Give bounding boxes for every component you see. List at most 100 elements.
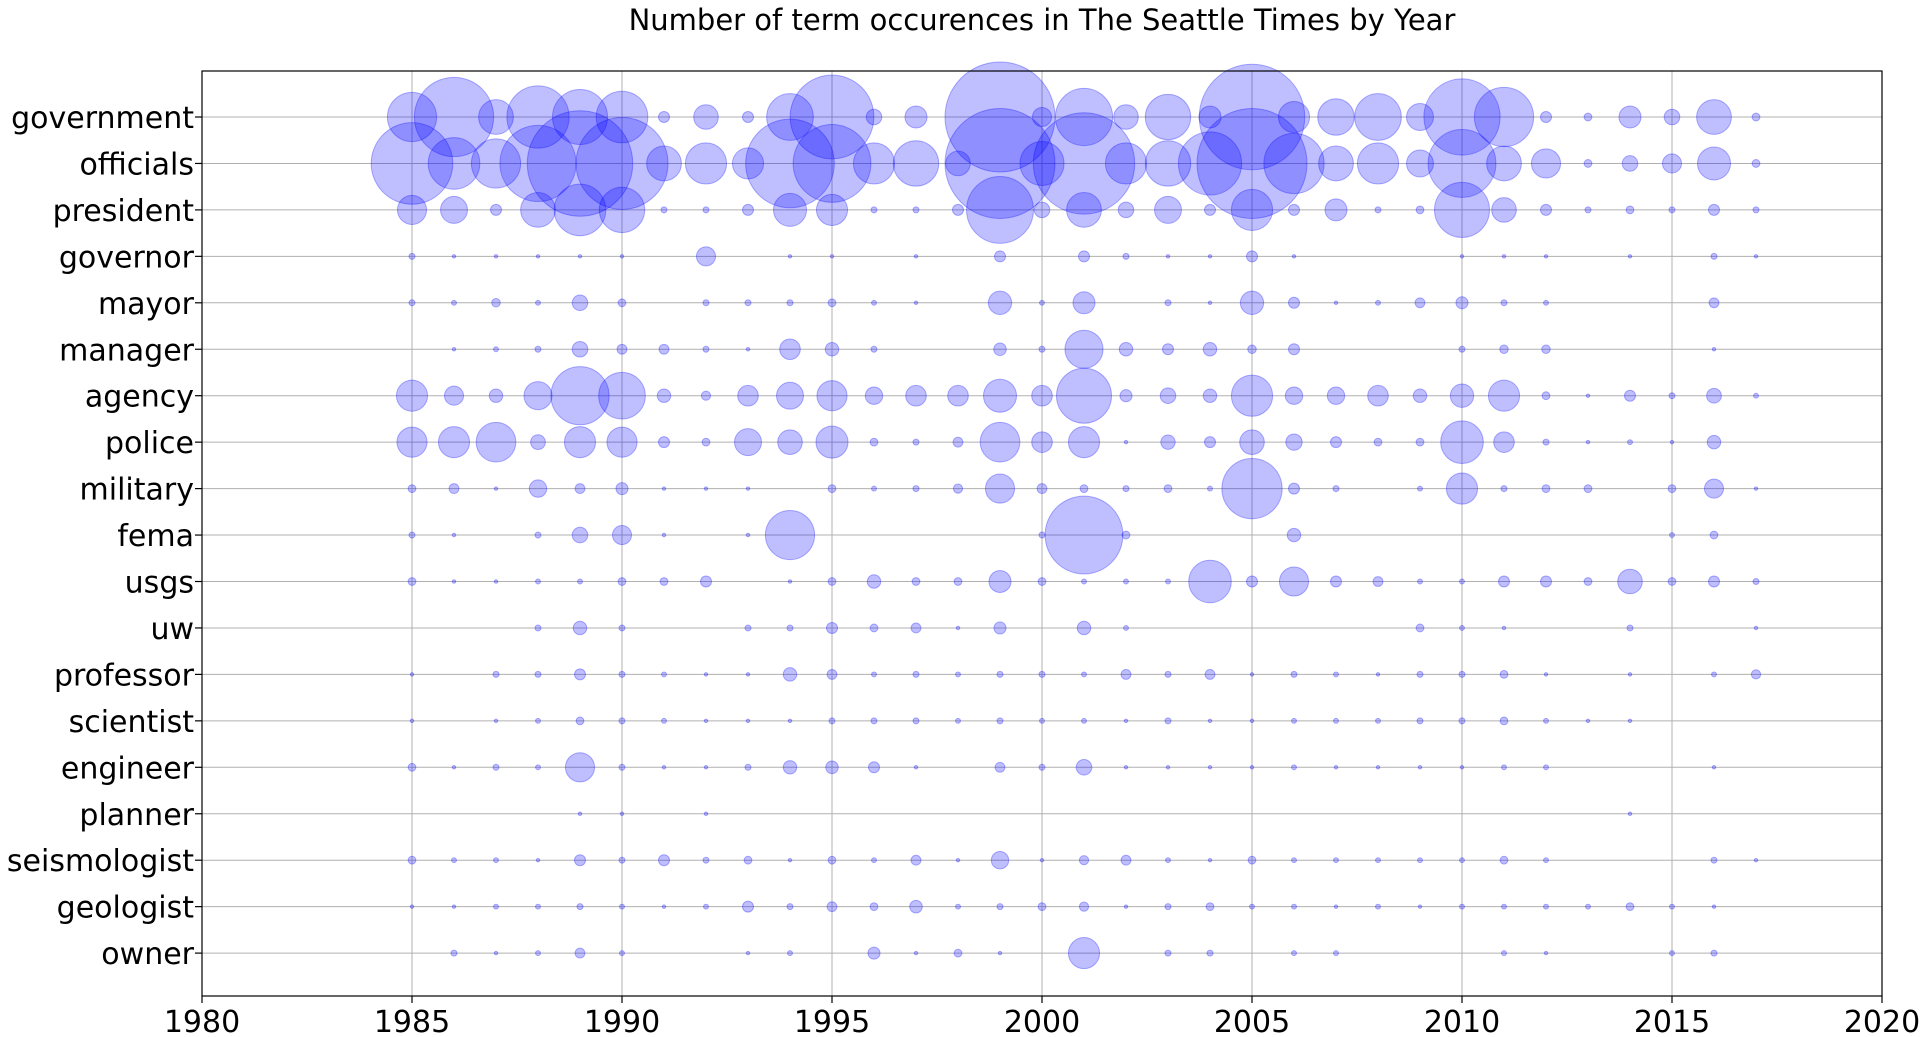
bubble-president-1988 xyxy=(520,192,556,228)
bubble-agency-2010 xyxy=(1449,383,1475,408)
bubble-geologist-2007 xyxy=(1333,904,1339,909)
x-tick-label: 2015 xyxy=(1634,1005,1710,1037)
bubble-military-1989 xyxy=(574,483,586,495)
bubble-mayor-2009 xyxy=(1414,297,1426,309)
bubble-engineer-1992 xyxy=(703,765,709,770)
bubble-police-2016 xyxy=(1706,434,1722,450)
bubble-agency-1999 xyxy=(983,378,1017,413)
bubble-scientist-1998 xyxy=(955,717,961,724)
bubble-manager-2001 xyxy=(1064,329,1104,369)
bubble-president-1995 xyxy=(815,193,849,226)
bubble-fema-2000 xyxy=(1038,531,1046,539)
bubble-engineer-2011 xyxy=(1501,764,1507,771)
bubble-professor-2010 xyxy=(1458,670,1466,678)
bubble-manager-1989 xyxy=(571,340,589,358)
bubble-engineer-1997 xyxy=(913,765,919,770)
bubble-geologist-2015 xyxy=(1669,903,1675,910)
bubble-governor-1990 xyxy=(619,254,625,259)
bubble-professor-2014 xyxy=(1627,672,1633,677)
grid-lines xyxy=(201,71,1883,996)
bubble-engineer-1986 xyxy=(451,765,457,770)
bubble-agency-2001 xyxy=(1056,367,1112,424)
bubble-seismologist-2002 xyxy=(1120,854,1132,866)
bubble-government-2015 xyxy=(1663,108,1681,126)
bubble-seismologist-1994 xyxy=(787,857,793,863)
bubble-agency-2015 xyxy=(1668,392,1676,400)
bubble-agency-2004 xyxy=(1202,388,1218,403)
bubble-military-2011 xyxy=(1500,485,1508,493)
bubble-geologist-1999 xyxy=(996,903,1004,911)
bubble-engineer-1990 xyxy=(618,763,626,771)
bubble-agency-2006 xyxy=(1284,386,1304,405)
bubble-geologist-2010 xyxy=(1459,903,1465,910)
bubble-president-2015 xyxy=(1668,206,1676,214)
bubble-professor-1994 xyxy=(782,667,798,682)
bubble-agency-2016 xyxy=(1706,387,1722,404)
bubble-geologist-1998 xyxy=(955,903,961,910)
bubble-planner-1990 xyxy=(619,811,625,816)
bubble-seismologist-2012 xyxy=(1543,857,1549,864)
bubble-uw-2001 xyxy=(1076,620,1092,636)
bubble-governor-1997 xyxy=(913,254,919,259)
bubble-engineer-2001 xyxy=(1075,759,1093,776)
bubble-mayor-2012 xyxy=(1543,299,1549,306)
bubble-officials-1999 xyxy=(944,107,1056,219)
bubble-uw-1998 xyxy=(955,625,961,631)
bubble-officials-2006 xyxy=(1263,132,1325,195)
bubble-professor-1988 xyxy=(534,670,542,678)
bubble-military-1999 xyxy=(984,473,1016,504)
bubble-geologist-2011 xyxy=(1501,903,1507,910)
axis-ticks xyxy=(195,116,1883,1003)
bubble-mayor-2006 xyxy=(1288,296,1300,309)
y-tick-label: police xyxy=(105,426,194,461)
bubble-military-1992 xyxy=(703,486,709,491)
bubble-scientist-1994 xyxy=(787,718,793,724)
bubble-scientist-1988 xyxy=(535,717,541,724)
bubble-president-2010 xyxy=(1434,181,1490,238)
bubble-manager-2011 xyxy=(1499,344,1509,355)
bubble-usgs-1995 xyxy=(827,577,837,586)
bubble-usgs-2004 xyxy=(1188,559,1232,604)
bubble-mayor-2008 xyxy=(1375,299,1381,306)
bubble-officials-2011 xyxy=(1486,145,1522,182)
bubble-scientist-2014 xyxy=(1627,718,1633,724)
y-tick-label: professor xyxy=(54,658,195,693)
bubble-professor-2006 xyxy=(1290,670,1298,678)
y-tick-label: mayor xyxy=(98,287,195,322)
bubble-police-1994 xyxy=(777,429,803,455)
bubble-government-2017 xyxy=(1751,112,1761,122)
bubble-seismologist-1985 xyxy=(407,855,417,865)
bubble-president-2003 xyxy=(1154,195,1182,224)
bubble-geologist-2000 xyxy=(1037,902,1047,912)
bubble-officials-1987 xyxy=(470,138,522,189)
y-tick-label: military xyxy=(80,473,194,508)
bubble-officials-2017 xyxy=(1751,159,1761,168)
bubbles xyxy=(370,61,1762,970)
bubble-scientist-2000 xyxy=(1039,717,1045,724)
bubble-government-1990 xyxy=(595,90,649,144)
bubble-professor-1992 xyxy=(703,672,709,677)
bubble-police-2012 xyxy=(1542,438,1550,446)
bubble-police-1989 xyxy=(563,426,597,459)
bubble-manager-2010 xyxy=(1458,345,1466,353)
bubble-usgs-1998 xyxy=(953,577,963,586)
bubble-military-2017 xyxy=(1753,486,1759,491)
bubble-agency-1994 xyxy=(776,381,804,410)
bubble-president-1997 xyxy=(912,206,920,214)
bubble-military-1988 xyxy=(528,479,548,498)
bubble-fema-2016 xyxy=(1709,530,1719,540)
bubble-police-1992 xyxy=(701,437,711,447)
bubble-professor-2003 xyxy=(1164,670,1172,678)
bubble-mayor-1997 xyxy=(913,300,919,306)
bubble-manager-2012 xyxy=(1541,344,1551,355)
bubble-mayor-1987 xyxy=(491,298,501,308)
bubble-engineer-1995 xyxy=(825,760,839,775)
bubble-mayor-2003 xyxy=(1164,299,1172,307)
bubble-scientist-2002 xyxy=(1123,718,1129,724)
bubble-owner-1999 xyxy=(997,950,1003,956)
bubble-manager-1986 xyxy=(451,347,457,352)
bubble-seismologist-1996 xyxy=(871,857,877,864)
bubble-seismologist-1993 xyxy=(743,855,753,865)
x-tick-label: 1980 xyxy=(164,1005,240,1037)
bubble-geologist-2005 xyxy=(1249,903,1255,910)
